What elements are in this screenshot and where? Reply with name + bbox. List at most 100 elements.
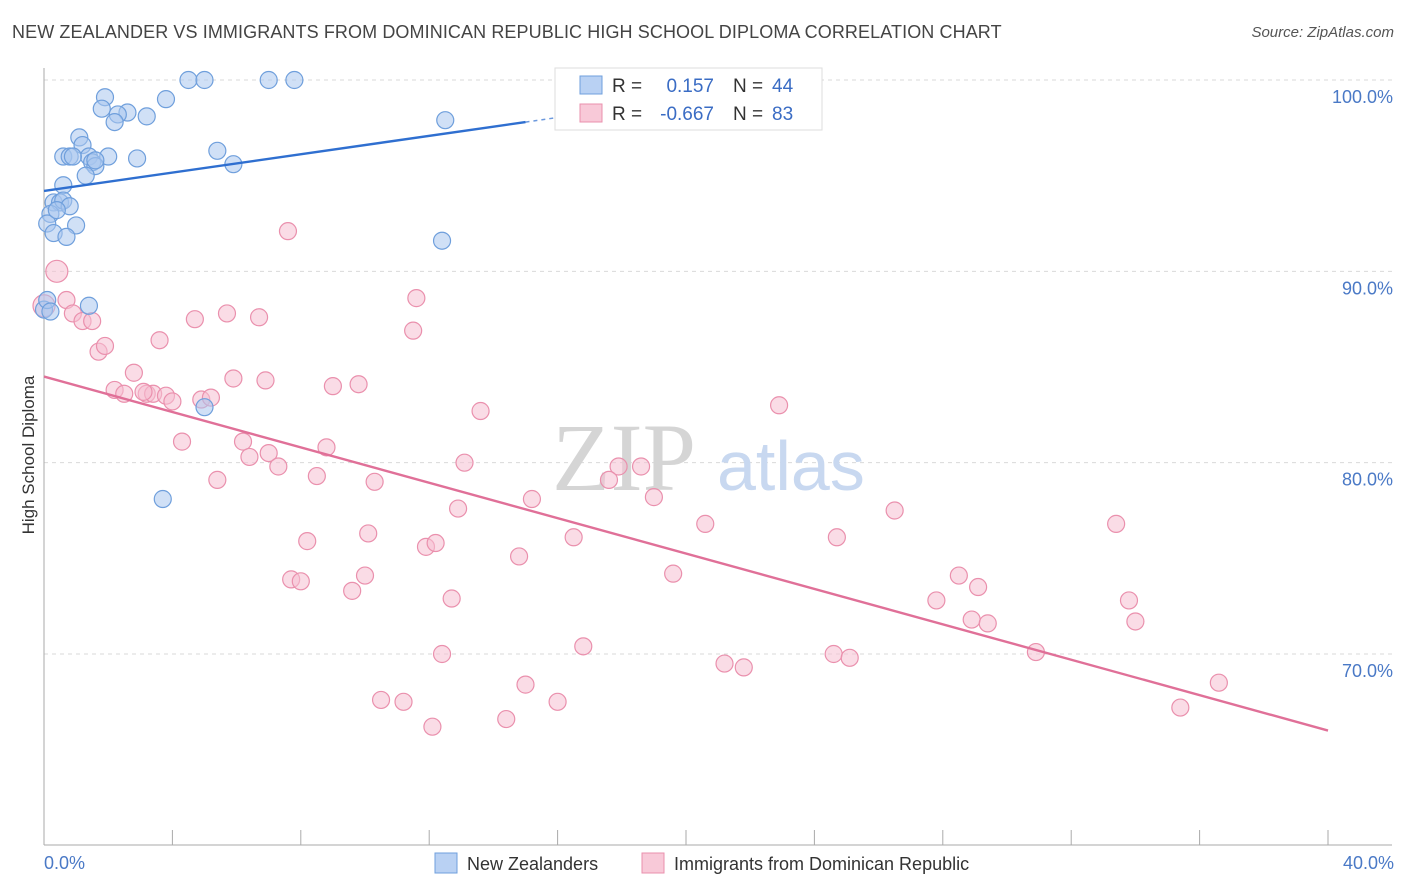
point-dominican — [631, 457, 651, 476]
point-new-zealander — [195, 70, 214, 90]
point-dominican — [455, 453, 474, 472]
point-dominican — [423, 717, 442, 736]
point-dominican — [45, 259, 69, 283]
point-dominican — [609, 457, 628, 476]
point-new-zealander — [105, 112, 124, 132]
point-dominican — [124, 363, 143, 382]
axes — [43, 68, 1392, 846]
y-tick-label: 90.0% — [1342, 278, 1393, 298]
tick-labels: 70.0% 80.0% 90.0% 100.0% 0.0% 40.0% — [44, 87, 1394, 873]
point-dominican — [355, 566, 375, 585]
point-dominican — [715, 654, 734, 673]
watermark: ZIP atlas — [552, 404, 865, 511]
point-dominican — [394, 692, 413, 711]
point-dominican — [516, 675, 535, 694]
point-dominican — [1119, 591, 1139, 610]
point-dominican — [734, 658, 753, 677]
x-tick-label: 0.0% — [44, 853, 85, 873]
bottom-legend-label-blue: New Zealanders — [467, 854, 598, 874]
y-tick-label: 80.0% — [1342, 470, 1393, 490]
legend-swatch-pink — [579, 103, 603, 123]
point-dominican — [599, 470, 619, 489]
point-dominican — [1126, 612, 1145, 631]
point-dominican — [259, 444, 278, 463]
trend-line-new-zealanders — [43, 120, 526, 193]
point-new-zealander — [47, 201, 66, 220]
legend-r-value-2: -0.667 — [660, 104, 714, 125]
point-dominican — [208, 470, 227, 489]
point-dominican — [962, 610, 981, 629]
legend-n-label-1: N = — [733, 76, 763, 97]
point-dominican — [840, 648, 859, 667]
bottom-legend-label-pink: Immigrants from Dominican Republic — [674, 854, 969, 874]
point-new-zealander — [54, 176, 73, 195]
legend-n-value-1: 44 — [772, 76, 794, 97]
point-dominican — [564, 528, 583, 547]
x-tick-label: 40.0% — [1343, 853, 1394, 873]
point-dominican — [217, 304, 237, 323]
point-new-zealander — [76, 166, 95, 185]
point-dominican — [548, 692, 567, 711]
point-dominican — [1209, 673, 1228, 692]
point-dominican — [407, 289, 426, 308]
point-dominican — [323, 377, 342, 396]
point-dominican — [696, 514, 715, 533]
point-dominican — [278, 222, 298, 241]
point-new-zealander — [63, 147, 82, 166]
point-dominican — [134, 382, 153, 401]
y-axis-label: High School Diploma — [19, 375, 38, 534]
point-dominican — [969, 577, 988, 597]
point-dominican — [426, 533, 445, 553]
point-dominican — [824, 644, 843, 664]
point-dominican — [644, 488, 664, 507]
point-dominican — [664, 564, 683, 583]
point-dominican — [240, 447, 259, 467]
point-new-zealander — [79, 296, 99, 315]
legend-r-label-2: R = — [612, 104, 642, 125]
point-dominican — [448, 499, 468, 518]
gridlines — [44, 79, 1392, 655]
point-dominican — [1107, 514, 1126, 533]
point-new-zealander — [208, 141, 227, 160]
point-dominican — [95, 336, 115, 356]
point-dominican — [1171, 698, 1190, 717]
point-dominican — [827, 528, 846, 547]
point-new-zealander — [259, 70, 278, 90]
point-dominican — [371, 690, 391, 710]
point-dominican — [307, 466, 326, 486]
point-dominican — [150, 331, 169, 350]
point-dominican — [185, 310, 204, 329]
source-label: Source: ZipAtlas.com — [1251, 24, 1394, 41]
point-new-zealander — [432, 231, 452, 250]
point-dominican — [978, 614, 997, 633]
point-dominican — [497, 709, 516, 729]
point-dominican — [949, 566, 968, 585]
point-dominican — [927, 591, 946, 610]
trend-line-dominican — [43, 375, 1329, 732]
point-new-zealander — [153, 489, 172, 509]
point-new-zealander — [156, 90, 176, 109]
point-new-zealander — [41, 302, 60, 321]
point-dominican — [432, 644, 452, 664]
point-dominican — [298, 532, 317, 551]
bottom-legend: New Zealanders Immigrants from Dominican… — [434, 852, 969, 874]
point-dominican — [172, 432, 192, 451]
point-dominican — [291, 572, 310, 591]
legend-r-value-1: 0.157 — [666, 76, 714, 97]
point-dominican — [471, 401, 490, 421]
legend-r-label-1: R = — [612, 76, 642, 97]
point-new-zealander — [127, 149, 147, 168]
point-dominican — [233, 432, 253, 451]
point-new-zealander — [285, 70, 304, 90]
point-new-zealander — [92, 99, 111, 118]
point-dominican — [885, 501, 904, 520]
bottom-legend-swatch-blue — [434, 852, 458, 874]
watermark-zip: ZIP — [552, 404, 696, 511]
y-tick-label: 100.0% — [1332, 87, 1393, 107]
point-new-zealander — [436, 111, 455, 130]
point-new-zealander — [57, 227, 76, 246]
point-dominican — [522, 489, 542, 509]
legend: R = 0.157 N = 44 R = -0.667 N = 83 — [554, 67, 823, 131]
point-dominican — [769, 396, 789, 415]
